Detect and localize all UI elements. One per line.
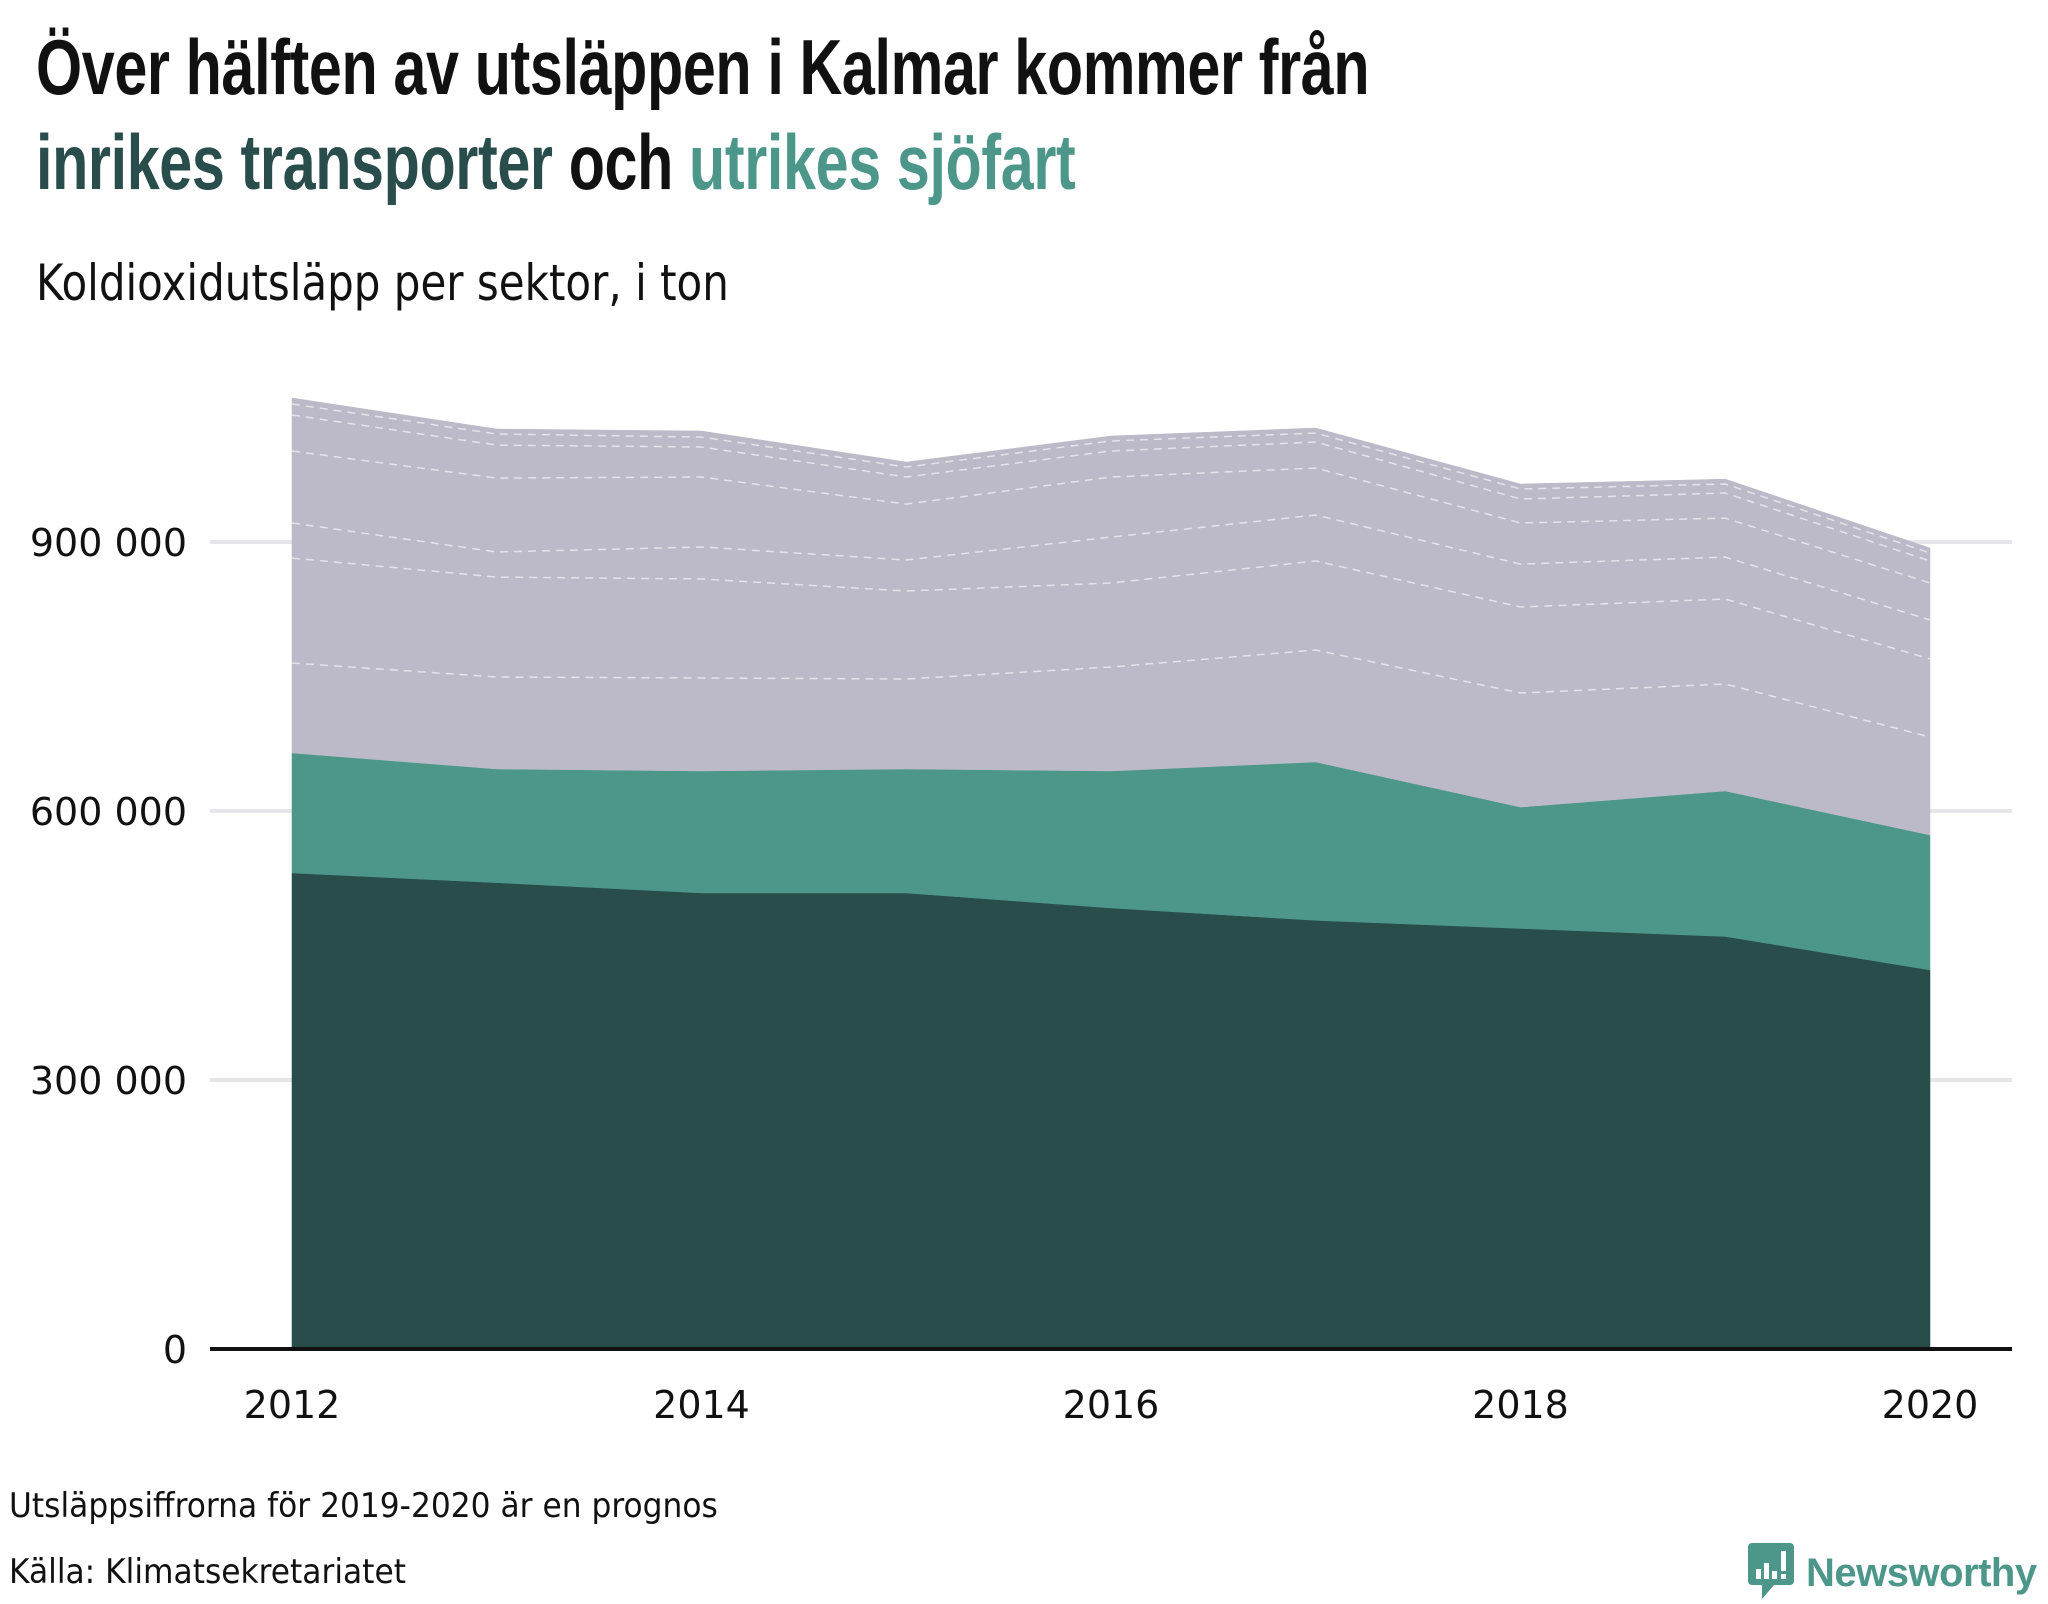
x-tick-label: 2014 — [653, 1383, 750, 1427]
layer-separator-line — [291, 514, 1931, 621]
chart-title-line-2: inrikes transporter och utrikes sjöfart — [36, 123, 1076, 201]
title-connector: och — [552, 118, 690, 206]
x-tick-label: 2018 — [1472, 1383, 1569, 1427]
y-tick-label: 0 — [163, 1328, 187, 1372]
newsworthy-logo-text: Newsworthy — [1806, 1550, 2037, 1595]
y-tick-label: 900 000 — [30, 521, 187, 565]
newsworthy-logo: Newsworthy — [1748, 1542, 2037, 1600]
newsworthy-logo-icon — [1748, 1542, 1794, 1604]
layer-separator-line — [291, 649, 1931, 738]
x-axis: 2012 2014 2016 2018 2020 — [210, 1347, 2012, 1427]
title-highlight-utrikes-sjofart: utrikes sjöfart — [689, 118, 1076, 206]
source-credit: Källa: Klimatsekretariatet — [9, 1552, 406, 1592]
area-inrikes-transporter — [291, 872, 1931, 1350]
layer-separators — [291, 403, 1931, 738]
y-axis: 0 300 000 600 000 900 000 — [30, 521, 187, 1372]
x-tick-label: 2016 — [1063, 1383, 1160, 1427]
layer-separator-line — [291, 450, 1931, 584]
title-highlight-inrikes-transporter: inrikes transporter — [36, 118, 553, 206]
y-tick-label: 600 000 — [30, 790, 187, 834]
x-tick-label: 2012 — [244, 1383, 341, 1427]
footnote: Utsläppsiffrorna för 2019-2020 är en pro… — [9, 1486, 718, 1526]
area-layers — [291, 397, 1931, 1350]
chart-subtitle: Koldioxidutsläpp per sektor, i ton — [36, 254, 729, 312]
layer-separator-line — [291, 557, 1931, 660]
y-tick-label: 300 000 — [30, 1059, 187, 1103]
x-tick-label: 2020 — [1882, 1383, 1979, 1427]
layer-separator-line — [291, 414, 1931, 562]
layer-separator-line — [291, 403, 1931, 554]
chart-title-line-1: Över hälften av utsläppen i Kalmar komme… — [36, 23, 1370, 111]
